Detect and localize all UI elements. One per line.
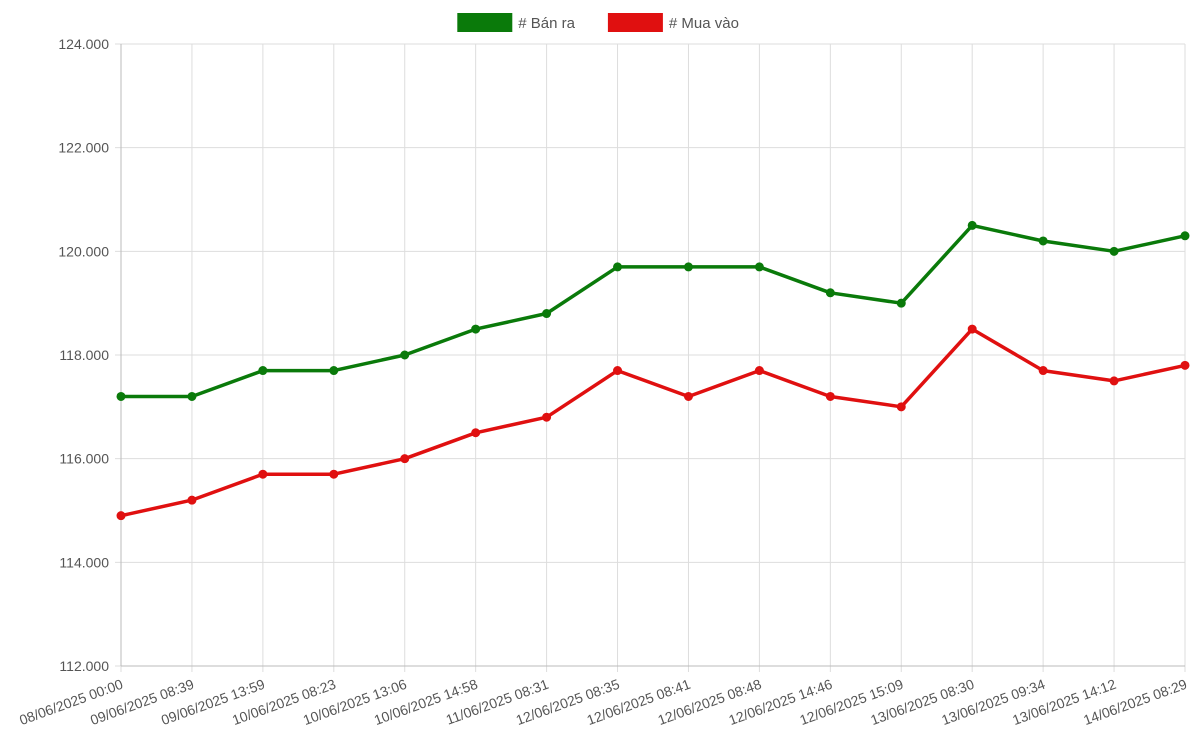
data-point[interactable] [187,495,197,505]
data-point[interactable] [754,262,764,272]
data-point[interactable] [896,402,906,412]
grid [115,43,1186,672]
series-lines [116,220,1190,521]
data-point[interactable] [1180,360,1190,370]
series-line [121,223,1186,399]
data-point[interactable] [896,298,906,308]
y-tick-label: 114.000 [59,554,109,570]
data-point[interactable] [754,366,764,376]
legend[interactable]: # Bán ra # Mua vào [457,13,739,32]
legend-item[interactable]: # Mua vào [607,13,739,32]
data-point[interactable] [258,469,268,479]
series-1 [116,220,1190,401]
data-point[interactable] [329,366,339,376]
data-point[interactable] [967,220,977,230]
data-point[interactable] [825,288,835,298]
data-point[interactable] [471,428,481,438]
data-point[interactable] [613,366,623,376]
data-point[interactable] [613,262,623,272]
y-tick-label: 120.000 [58,243,109,259]
legend-swatch [457,13,513,32]
data-point[interactable] [116,511,126,521]
data-point[interactable] [258,366,268,376]
data-point[interactable] [1038,366,1048,376]
series-2 [116,324,1190,521]
y-tick-label: 118.000 [59,347,109,363]
data-point[interactable] [1109,246,1119,256]
data-point[interactable] [967,324,977,334]
data-point[interactable] [400,350,410,360]
data-point[interactable] [1109,376,1119,386]
series-line [120,327,1186,518]
legend-label: # Bán ra [518,15,575,32]
data-point[interactable] [329,469,339,479]
legend-item[interactable]: # Bán ra [457,13,576,32]
data-point[interactable] [542,309,552,319]
y-tick-label: 124.000 [58,36,109,52]
data-point[interactable] [542,412,552,422]
data-point[interactable] [1180,231,1190,241]
data-point[interactable] [825,391,835,401]
data-point[interactable] [683,391,693,401]
data-point[interactable] [683,262,693,272]
data-point[interactable] [400,454,410,464]
y-tick-label: 112.000 [59,658,109,674]
data-point[interactable] [116,391,126,401]
data-point[interactable] [471,324,481,334]
legend-swatch [607,13,663,32]
data-point[interactable] [187,391,197,401]
legend-label: # Mua vào [669,15,739,32]
y-tick-label: 116.000 [59,451,109,467]
data-point[interactable] [1038,236,1048,246]
y-tick-label: 122.000 [58,140,109,156]
